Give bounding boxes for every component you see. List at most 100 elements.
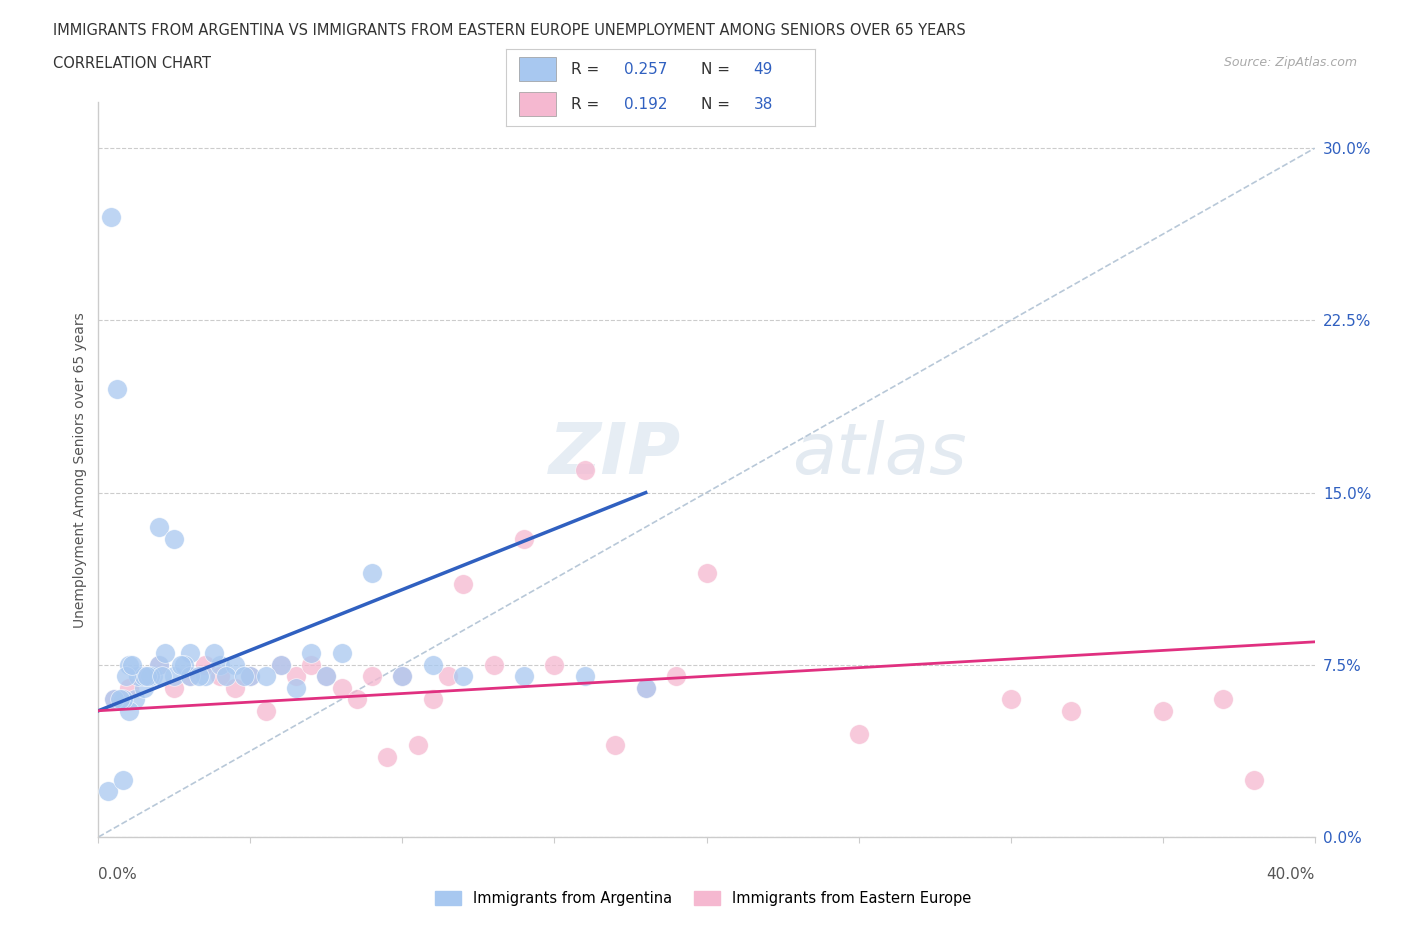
Point <box>136 669 159 684</box>
Text: Source: ZipAtlas.com: Source: ZipAtlas.com <box>1223 56 1357 69</box>
Point <box>391 669 413 684</box>
Point <box>224 681 246 696</box>
Point <box>1000 692 1022 707</box>
Point <box>215 669 238 684</box>
Point <box>194 658 217 672</box>
Point <box>132 669 155 684</box>
Point <box>173 658 195 672</box>
Point <box>209 669 232 684</box>
Point <box>127 669 149 684</box>
Text: IMMIGRANTS FROM ARGENTINA VS IMMIGRANTS FROM EASTERN EUROPE UNEMPLOYMENT AMONG S: IMMIGRANTS FROM ARGENTINA VS IMMIGRANTS … <box>53 23 966 38</box>
Point <box>1152 703 1174 718</box>
Point <box>1212 692 1234 707</box>
Bar <box>519 57 555 81</box>
Point <box>513 669 536 684</box>
Text: R =: R = <box>571 61 605 76</box>
Point <box>139 669 162 684</box>
Point <box>239 669 262 684</box>
Point <box>513 531 536 546</box>
Text: 0.192: 0.192 <box>624 97 668 112</box>
Point <box>285 681 308 696</box>
Point <box>422 658 444 672</box>
Point <box>574 669 596 684</box>
Point <box>605 737 627 752</box>
Point <box>155 645 177 660</box>
Point <box>148 658 170 672</box>
Point <box>346 692 368 707</box>
Point <box>634 681 657 696</box>
Point <box>254 669 277 684</box>
Point <box>1060 703 1083 718</box>
Point <box>179 645 201 660</box>
Point <box>437 669 460 684</box>
Point <box>574 462 596 477</box>
Point <box>118 703 141 718</box>
Point <box>453 577 475 591</box>
Point <box>330 681 353 696</box>
Point <box>132 681 155 696</box>
Point <box>124 692 146 707</box>
Text: R =: R = <box>571 97 605 112</box>
Point <box>1243 772 1265 787</box>
Point <box>163 669 186 684</box>
Point <box>148 520 170 535</box>
Point <box>543 658 565 672</box>
Point <box>132 669 155 684</box>
Point <box>142 669 165 684</box>
Point <box>391 669 413 684</box>
Point <box>239 669 262 684</box>
Point <box>105 382 128 397</box>
Point <box>111 692 134 707</box>
Point <box>96 784 118 799</box>
Point <box>299 645 322 660</box>
Text: CORRELATION CHART: CORRELATION CHART <box>53 56 211 71</box>
Point <box>179 669 201 684</box>
Point <box>224 658 246 672</box>
Point <box>103 692 125 707</box>
Point <box>163 531 186 546</box>
Text: 0.0%: 0.0% <box>98 867 138 882</box>
Point <box>169 658 191 672</box>
Text: N =: N = <box>702 61 735 76</box>
Point <box>315 669 337 684</box>
Legend: Immigrants from Argentina, Immigrants from Eastern Europe: Immigrants from Argentina, Immigrants fr… <box>429 884 977 911</box>
Point <box>665 669 688 684</box>
Point <box>375 750 398 764</box>
Point <box>150 669 173 684</box>
Point <box>361 669 384 684</box>
Point <box>848 726 870 741</box>
Point <box>361 565 384 580</box>
Point <box>406 737 429 752</box>
Point <box>422 692 444 707</box>
Point <box>194 669 217 684</box>
Point <box>103 692 125 707</box>
Point <box>285 669 308 684</box>
Point <box>202 645 225 660</box>
Point <box>254 703 277 718</box>
Point <box>270 658 292 672</box>
Point <box>148 658 170 672</box>
Point <box>114 669 136 684</box>
Point <box>209 658 232 672</box>
Text: ZIP: ZIP <box>548 420 681 489</box>
Point <box>233 669 256 684</box>
Text: 49: 49 <box>754 61 773 76</box>
Bar <box>519 92 555 116</box>
Point <box>330 645 353 660</box>
Point <box>118 658 141 672</box>
Point <box>121 658 143 672</box>
Point <box>270 658 292 672</box>
Text: 40.0%: 40.0% <box>1267 867 1315 882</box>
Y-axis label: Unemployment Among Seniors over 65 years: Unemployment Among Seniors over 65 years <box>73 312 87 628</box>
Point <box>179 669 201 684</box>
Point <box>315 669 337 684</box>
Point <box>108 692 131 707</box>
Point <box>453 669 475 684</box>
Point <box>634 681 657 696</box>
Point <box>696 565 718 580</box>
Text: 0.257: 0.257 <box>624 61 666 76</box>
Point <box>163 681 186 696</box>
Point <box>187 669 209 684</box>
Text: N =: N = <box>702 97 735 112</box>
Point <box>118 681 141 696</box>
